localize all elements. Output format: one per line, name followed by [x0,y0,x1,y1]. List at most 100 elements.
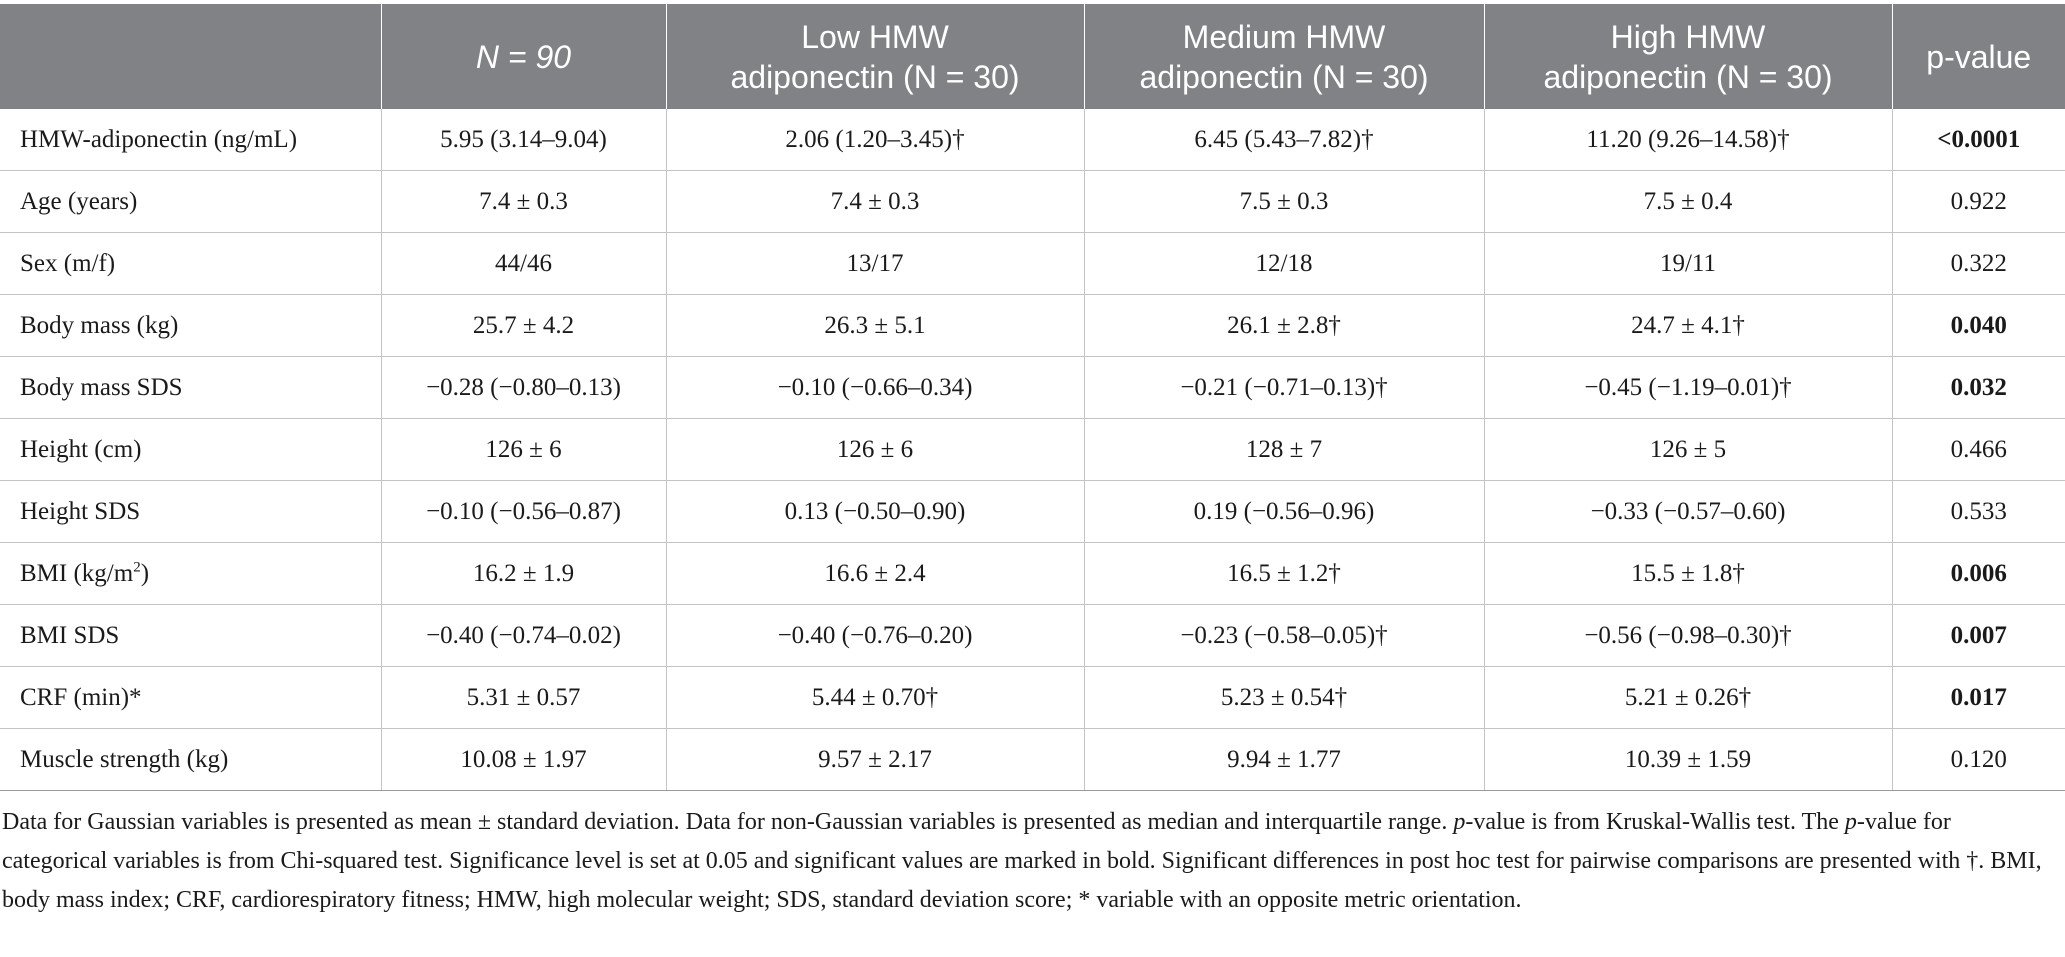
cell-p-value: 0.120 [1892,728,2065,791]
cell-all: 44/46 [381,232,667,295]
footnote-p-italic-1: p [1453,809,1466,835]
table-row: Height (cm) 126 ± 6 126 ± 6 128 ± 7 126 … [0,418,2065,481]
row-label: Height (cm) [0,418,382,481]
table-row: Height SDS −0.10 (−0.56–0.87) 0.13 (−0.5… [0,480,2065,543]
cell-high: 10.39 ± 1.59 [1484,728,1893,791]
cell-p-value: 0.040 [1892,294,2065,357]
table-row: Muscle strength (kg) 10.08 ± 1.97 9.57 ±… [0,728,2065,791]
cell-p-value: 0.466 [1892,418,2065,481]
header-medium-line1: Medium HMW [1182,18,1386,55]
cell-medium: 7.5 ± 0.3 [1084,170,1485,233]
cell-low: 13/17 [666,232,1085,295]
row-label: BMI SDS [0,604,382,667]
cell-medium: 6.45 (5.43–7.82)† [1084,109,1485,171]
row-label: Sex (m/f) [0,232,382,295]
header-row: N = 90 Low HMW adiponectin (N = 30) Mediu… [0,4,2065,109]
footnote-text-2: -value is from Kruskal-Wallis test. The [1465,809,1845,835]
cell-high: 5.21 ± 0.26† [1484,666,1893,729]
cell-medium: 128 ± 7 [1084,418,1485,481]
header-low-line1: Low HMW [801,18,949,55]
cell-medium: 12/18 [1084,232,1485,295]
cell-all: −0.28 (−0.80–0.13) [381,356,667,419]
header-low: Low HMW adiponectin (N = 30) [666,4,1085,109]
cell-medium: 26.1 ± 2.8† [1084,294,1485,357]
cell-medium: −0.23 (−0.58–0.05)† [1084,604,1485,667]
cell-p-value: 0.006 [1892,542,2065,605]
cell-high: −0.56 (−0.98–0.30)† [1484,604,1893,667]
cell-high: 15.5 ± 1.8† [1484,542,1893,605]
row-label: Height SDS [0,480,382,543]
cell-high: 7.5 ± 0.4 [1484,170,1893,233]
cell-medium: −0.21 (−0.71–0.13)† [1084,356,1485,419]
cell-all: −0.40 (−0.74–0.02) [381,604,667,667]
cell-medium: 9.94 ± 1.77 [1084,728,1485,791]
cell-medium: 16.5 ± 1.2† [1084,542,1485,605]
row-label: Muscle strength (kg) [0,728,382,791]
row-label-tail: ) [140,559,150,587]
header-high: High HMW adiponectin (N = 30) [1484,4,1893,109]
cell-low: 0.13 (−0.50–0.90) [666,480,1085,543]
cell-high: 24.7 ± 4.1† [1484,294,1893,357]
row-label-superscript: 2 [133,559,141,576]
footnote-text-1: Data for Gaussian variables is presented… [2,809,1454,835]
cell-low: −0.10 (−0.66–0.34) [666,356,1085,419]
cell-p-value: 0.533 [1892,480,2065,543]
table-row: Age (years) 7.4 ± 0.3 7.4 ± 0.3 7.5 ± 0.… [0,170,2065,233]
cell-p-value: 0.007 [1892,604,2065,667]
cell-all: 7.4 ± 0.3 [381,170,667,233]
header-medium-line2: adiponectin (N = 30) [1139,58,1429,95]
cell-low: 2.06 (1.20–3.45)† [666,109,1085,171]
header-high-line1: High HMW [1610,18,1766,55]
table-row: CRF (min)* 5.31 ± 0.57 5.44 ± 0.70† 5.23… [0,666,2065,729]
table-row: Body mass SDS −0.28 (−0.80–0.13) −0.10 (… [0,356,2065,419]
cell-low: 9.57 ± 2.17 [666,728,1085,791]
row-label: CRF (min)* [0,666,382,729]
row-label-text: BMI (kg/m [20,559,134,587]
header-all-label: N = 90 [475,38,572,75]
cell-medium: 0.19 (−0.56–0.96) [1084,480,1485,543]
cell-low: 26.3 ± 5.1 [666,294,1085,357]
row-label: BMI (kg/m2) [0,542,382,605]
cell-p-value: <0.0001 [1892,109,2065,171]
cell-all: 5.31 ± 0.57 [381,666,667,729]
table-row: Sex (m/f) 44/46 13/17 12/18 19/11 0.322 [0,232,2065,295]
table-row: BMI (kg/m2) 16.2 ± 1.9 16.6 ± 2.4 16.5 ±… [0,542,2065,605]
cell-high: −0.33 (−0.57–0.60) [1484,480,1893,543]
footnote-p-italic-2: p [1844,809,1857,835]
row-label: Body mass SDS [0,356,382,419]
cell-p-value: 0.322 [1892,232,2065,295]
cell-medium: 5.23 ± 0.54† [1084,666,1485,729]
header-medium: Medium HMW adiponectin (N = 30) [1084,4,1485,109]
row-label: Age (years) [0,170,382,233]
cell-low: 7.4 ± 0.3 [666,170,1085,233]
data-table: N = 90 Low HMW adiponectin (N = 30) Mediu… [0,4,2065,791]
header-p-value: p-value [1892,4,2065,109]
header-high-line2: adiponectin (N = 30) [1543,58,1833,95]
cell-all: 5.95 (3.14–9.04) [381,109,667,171]
cell-low: −0.40 (−0.76–0.20) [666,604,1085,667]
table-row: Body mass (kg) 25.7 ± 4.2 26.3 ± 5.1 26.… [0,294,2065,357]
cell-high: 11.20 (9.26–14.58)† [1484,109,1893,171]
row-label: HMW-adiponectin (ng/mL) [0,109,382,171]
footnote-text-3: -value for categorical variables is from… [2,809,2042,913]
cell-p-value: 0.032 [1892,356,2065,419]
header-variable [0,4,382,109]
table-footnote: Data for Gaussian variables is presented… [2,803,2062,920]
row-label: Body mass (kg) [0,294,382,357]
header-low-line2: adiponectin (N = 30) [730,58,1020,95]
cell-low: 16.6 ± 2.4 [666,542,1085,605]
cell-low: 5.44 ± 0.70† [666,666,1085,729]
cell-low: 126 ± 6 [666,418,1085,481]
cell-all: 10.08 ± 1.97 [381,728,667,791]
cell-high: 19/11 [1484,232,1893,295]
cell-all: 25.7 ± 4.2 [381,294,667,357]
cell-all: 126 ± 6 [381,418,667,481]
table-row: HMW-adiponectin (ng/mL) 5.95 (3.14–9.04)… [0,109,2065,171]
table-row: BMI SDS −0.40 (−0.74–0.02) −0.40 (−0.76–… [0,604,2065,667]
cell-high: 126 ± 5 [1484,418,1893,481]
cell-p-value: 0.922 [1892,170,2065,233]
cell-all: −0.10 (−0.56–0.87) [381,480,667,543]
cell-high: −0.45 (−1.19–0.01)† [1484,356,1893,419]
cell-all: 16.2 ± 1.9 [381,542,667,605]
